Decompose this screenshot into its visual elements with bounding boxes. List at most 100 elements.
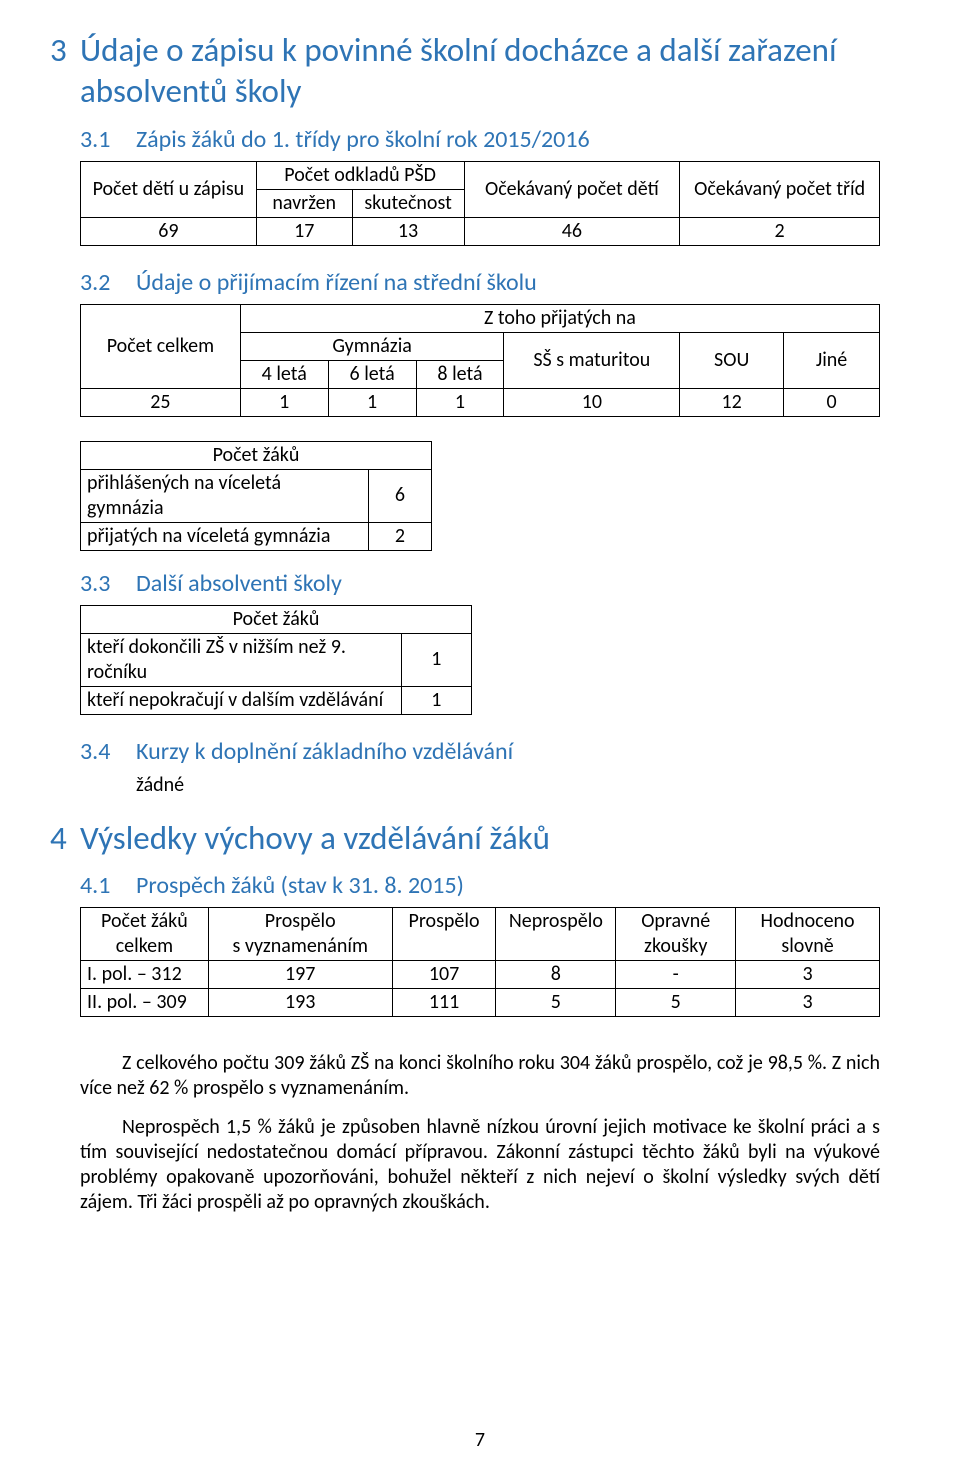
cell: 46 — [464, 217, 680, 245]
table-row: Počet celkem Z toho přijatých na — [81, 304, 880, 332]
cell: 1 — [240, 388, 328, 416]
th-6leta: 6 letá — [328, 360, 416, 388]
th-pocet-zaku: Počet žáků — [81, 605, 472, 633]
cell: 8 — [496, 960, 616, 988]
cell: 2 — [680, 217, 880, 245]
th-jine: Jiné — [784, 332, 880, 388]
cell: 197 — [208, 960, 392, 988]
th-line: Prospělo — [265, 909, 336, 933]
cell-val: 2 — [368, 522, 431, 550]
cell: 13 — [352, 217, 464, 245]
cell: 17 — [256, 217, 352, 245]
heading-3-1: 3.1 Zápis žáků do 1. třídy pro školní ro… — [80, 125, 880, 155]
cell: 107 — [392, 960, 496, 988]
th: Počet žákůcelkem — [81, 907, 209, 960]
heading-3-4: 3.4 Kurzy k doplnění základního vzdělává… — [80, 737, 880, 767]
heading-number: 3.1 — [80, 125, 136, 155]
table-3-3: Počet žáků kteří dokončili ZŠ v nižším n… — [80, 605, 472, 715]
table-row: II. pol. – 309 193 111 5 5 3 — [81, 988, 880, 1016]
heading-text: Údaje o zápisu k povinné školní docházce… — [80, 30, 880, 113]
table-row: Počet žákůcelkem Prospělos vyznamenáním … — [81, 907, 880, 960]
th: Opravnézkoušky — [616, 907, 736, 960]
text-zadne: žádné — [136, 773, 880, 798]
cell: 1 — [328, 388, 416, 416]
body-paragraphs: Z celkového počtu 309 žáků ZŠ na konci š… — [80, 1051, 880, 1215]
heading-text: Výsledky výchovy a vzdělávání žáků — [80, 818, 880, 859]
th-line: celkem — [116, 934, 173, 958]
table-row: Počet dětí u zápisu Počet odkladů PŠD Oč… — [81, 161, 880, 189]
heading-text: Údaje o přijímacím řízení na střední ško… — [136, 268, 880, 298]
th-line: zkoušky — [644, 934, 707, 958]
heading-3-2: 3.2 Údaje o přijímacím řízení na střední… — [80, 268, 880, 298]
th-pocet-zaku: Počet žáků — [81, 441, 432, 469]
th-line: slovně — [781, 934, 833, 958]
table-4-1: Počet žákůcelkem Prospělos vyznamenáním … — [80, 907, 880, 1017]
th-odklady: Počet odkladů PŠD — [256, 161, 464, 189]
heading-3-3: 3.3 Další absolventi školy — [80, 569, 880, 599]
heading-number: 3.2 — [80, 268, 136, 298]
th-line: Opravné — [641, 909, 710, 933]
th-ss: SŠ s maturitou — [504, 332, 680, 388]
cell: 5 — [616, 988, 736, 1016]
table-row: přijatých na víceletá gymnázia 2 — [81, 522, 432, 550]
cell-label: kteří nepokračují v dalším vzdělávání — [81, 686, 402, 714]
heading-text: Zápis žáků do 1. třídy pro školní rok 20… — [136, 125, 880, 155]
th: Neprospělo — [496, 907, 616, 960]
cell: 69 — [81, 217, 257, 245]
cell: 25 — [81, 388, 241, 416]
heading-4-1: 4.1 Prospěch žáků (stav k 31. 8. 2015) — [80, 871, 880, 901]
th-line: s vyznamenáním — [232, 934, 367, 958]
th-ocek-trid: Očekávaný počet tříd — [680, 161, 880, 217]
table-row: kteří dokončili ZŠ v nižším než 9. roční… — [81, 633, 472, 686]
th: Prospělos vyznamenáním — [208, 907, 392, 960]
cell: 5 — [496, 988, 616, 1016]
table-row: kteří nepokračují v dalším vzdělávání 1 — [81, 686, 472, 714]
table-row: Počet žáků — [81, 441, 432, 469]
cell: 111 — [392, 988, 496, 1016]
heading-text: Prospěch žáků (stav k 31. 8. 2015) — [136, 871, 880, 901]
heading-number: 3.3 — [80, 569, 136, 599]
th-line: Hodnoceno — [761, 909, 855, 933]
cell: I. pol. – 312 — [81, 960, 209, 988]
heading-number: 4 — [50, 818, 80, 859]
page-number: 7 — [0, 1428, 960, 1453]
th-skutecnost: skutečnost — [352, 189, 464, 217]
table-row: 25 1 1 1 10 12 0 — [81, 388, 880, 416]
heading-text: Kurzy k doplnění základního vzdělávání — [136, 737, 880, 767]
table-3-2-mini: Počet žáků přihlášených na víceletá gymn… — [80, 441, 432, 551]
table-3-2: Počet celkem Z toho přijatých na Gymnázi… — [80, 304, 880, 417]
cell: 0 — [784, 388, 880, 416]
cell-label: kteří dokončili ZŠ v nižším než 9. roční… — [81, 633, 402, 686]
cell: 193 — [208, 988, 392, 1016]
cell: 1 — [416, 388, 504, 416]
cell-val: 6 — [368, 469, 431, 522]
heading-section-4: 4 Výsledky výchovy a vzdělávání žáků — [50, 818, 880, 859]
cell-val: 1 — [401, 633, 471, 686]
paragraph: Neprospěch 1,5 % žáků je způsoben hlavně… — [80, 1115, 880, 1215]
document-page: 3 Údaje o zápisu k povinné školní docház… — [0, 0, 960, 1479]
cell: 3 — [736, 988, 880, 1016]
th-pocet-celkem: Počet celkem — [81, 304, 241, 388]
th-line: Počet žáků — [101, 909, 188, 933]
th-4leta: 4 letá — [240, 360, 328, 388]
cell: 3 — [736, 960, 880, 988]
heading-number: 3.4 — [80, 737, 136, 767]
cell-label: přihlášených na víceletá gymnázia — [81, 469, 369, 522]
th-sou: SOU — [680, 332, 784, 388]
th: Prospělo — [392, 907, 496, 960]
th-ocek-deti: Očekávaný počet dětí — [464, 161, 680, 217]
th-pocet-deti: Počet dětí u zápisu — [81, 161, 257, 217]
th-gymnazia: Gymnázia — [240, 332, 504, 360]
table-row: přihlášených na víceletá gymnázia 6 — [81, 469, 432, 522]
th-z-toho: Z toho přijatých na — [240, 304, 879, 332]
table-row: 69 17 13 46 2 — [81, 217, 880, 245]
cell-label: přijatých na víceletá gymnázia — [81, 522, 369, 550]
heading-number: 3 — [50, 30, 80, 113]
table-3-1: Počet dětí u zápisu Počet odkladů PŠD Oč… — [80, 161, 880, 246]
heading-text: Další absolventi školy — [136, 569, 880, 599]
cell: 12 — [680, 388, 784, 416]
cell: 10 — [504, 388, 680, 416]
th-8leta: 8 letá — [416, 360, 504, 388]
th: Hodnocenoslovně — [736, 907, 880, 960]
table-row: I. pol. – 312 197 107 8 - 3 — [81, 960, 880, 988]
